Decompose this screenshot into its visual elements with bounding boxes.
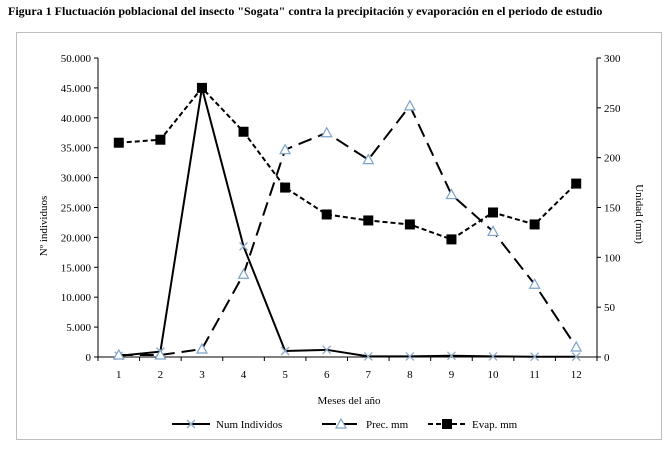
legend-label: Num Individos bbox=[216, 419, 282, 431]
y2-tick-label: 300 bbox=[604, 53, 621, 65]
x-marker-stroke bbox=[405, 351, 415, 361]
y-tick-label: 25.000 bbox=[61, 203, 92, 215]
y-tick-label: 35.000 bbox=[61, 143, 92, 155]
data-point bbox=[280, 182, 291, 193]
data-point bbox=[488, 351, 498, 361]
x-tick-label: 10 bbox=[488, 369, 500, 381]
x-axis-label: Meses del año bbox=[318, 395, 381, 407]
data-point bbox=[530, 352, 540, 362]
data-point bbox=[362, 153, 375, 165]
data-point bbox=[445, 188, 458, 200]
series-line bbox=[118, 87, 577, 358]
y-tick-label: 50.000 bbox=[61, 53, 92, 65]
x-marker-stroke bbox=[322, 345, 332, 355]
chart-legend: Num Individos Prec. mm Evap. mm bbox=[172, 417, 518, 431]
x-tick-label: 3 bbox=[199, 369, 205, 381]
chart-series bbox=[112, 82, 583, 362]
data-point bbox=[321, 209, 332, 220]
y-tick-label: 5.000 bbox=[66, 322, 91, 334]
data-point bbox=[238, 126, 249, 137]
legend-marker bbox=[186, 419, 196, 429]
y-tick-label: 0 bbox=[86, 352, 92, 364]
figure-title: Figura 1 Fluctuación poblacional del ins… bbox=[8, 4, 603, 18]
data-point bbox=[363, 351, 373, 361]
y2-tick-label: 0 bbox=[604, 352, 610, 364]
data-point bbox=[196, 82, 207, 93]
data-point bbox=[239, 241, 249, 251]
x-marker-stroke bbox=[488, 351, 498, 361]
x-tick-label: 12 bbox=[571, 369, 582, 381]
y-tick-label: 10.000 bbox=[61, 292, 92, 304]
data-point bbox=[488, 207, 499, 218]
x-tick-label: 6 bbox=[324, 369, 330, 381]
data-point bbox=[154, 348, 167, 360]
y-tick-label: 20.000 bbox=[61, 232, 92, 244]
legend-marker bbox=[334, 417, 348, 429]
series-prec-mm bbox=[112, 99, 583, 360]
data-point bbox=[446, 351, 456, 361]
chart-axes: 0 5.000 10.000 15.000 20.000 25.000 30.000 35.0… bbox=[61, 53, 621, 381]
x-marker-stroke bbox=[530, 352, 540, 362]
data-point bbox=[363, 215, 374, 226]
data-point bbox=[320, 126, 333, 138]
data-point bbox=[446, 234, 457, 245]
series-line bbox=[118, 86, 577, 241]
y2-tick-label: 50 bbox=[604, 302, 616, 314]
data-point bbox=[237, 268, 250, 279]
data-point bbox=[570, 340, 583, 352]
x-marker-stroke bbox=[280, 346, 290, 356]
series-num-individos bbox=[114, 83, 581, 362]
legend-item: Evap. mm bbox=[428, 419, 518, 431]
x-tick-label: 2 bbox=[158, 369, 164, 381]
y-tick-label: 45.000 bbox=[61, 83, 92, 95]
y2-tick-label: 200 bbox=[604, 153, 621, 165]
chart-frame bbox=[16, 32, 662, 440]
x-tick-label: 8 bbox=[407, 369, 413, 381]
data-point bbox=[155, 134, 166, 145]
data-point bbox=[528, 278, 541, 289]
y2-tick-label: 100 bbox=[604, 252, 621, 264]
y2-tick-label: 150 bbox=[604, 203, 621, 215]
y-tick-label: 30.000 bbox=[61, 173, 92, 185]
data-point bbox=[112, 348, 125, 360]
legend-item: Num Individos bbox=[172, 419, 282, 431]
series-line bbox=[118, 103, 578, 357]
y-axis-label: Nº individuos bbox=[38, 196, 50, 257]
legend-marker bbox=[442, 419, 452, 429]
x-marker-stroke bbox=[186, 419, 196, 429]
x-tick-label: 1 bbox=[116, 369, 122, 381]
x-tick-label: 11 bbox=[529, 369, 540, 381]
data-point bbox=[279, 143, 292, 155]
data-point bbox=[487, 225, 500, 237]
y2-axis-label: Unidad (mm) bbox=[633, 184, 645, 244]
x-marker-stroke bbox=[363, 351, 373, 361]
data-point bbox=[403, 99, 416, 111]
data-point bbox=[571, 352, 581, 362]
y2-tick-label: 250 bbox=[604, 103, 621, 115]
data-point bbox=[529, 219, 540, 230]
legend-label: Evap. mm bbox=[472, 419, 518, 431]
x-tick-label: 9 bbox=[449, 369, 455, 381]
x-tick-label: 7 bbox=[366, 369, 372, 381]
x-tick-label: 4 bbox=[241, 369, 247, 381]
data-point bbox=[404, 219, 415, 230]
x-marker-stroke bbox=[446, 351, 456, 361]
data-point bbox=[405, 351, 415, 361]
x-marker-stroke bbox=[571, 352, 581, 362]
x-marker-stroke bbox=[239, 241, 249, 251]
legend-label: Prec. mm bbox=[366, 419, 409, 431]
y-tick-label: 15.000 bbox=[61, 262, 92, 274]
data-point bbox=[195, 342, 208, 354]
x-tick-label: 5 bbox=[282, 369, 288, 381]
legend-item: Prec. mm bbox=[322, 417, 409, 431]
data-point bbox=[571, 178, 582, 189]
y-tick-label: 40.000 bbox=[61, 113, 92, 125]
data-point bbox=[280, 346, 290, 356]
series-evap-mm bbox=[113, 82, 582, 245]
data-point bbox=[322, 345, 332, 355]
data-point bbox=[113, 137, 124, 148]
